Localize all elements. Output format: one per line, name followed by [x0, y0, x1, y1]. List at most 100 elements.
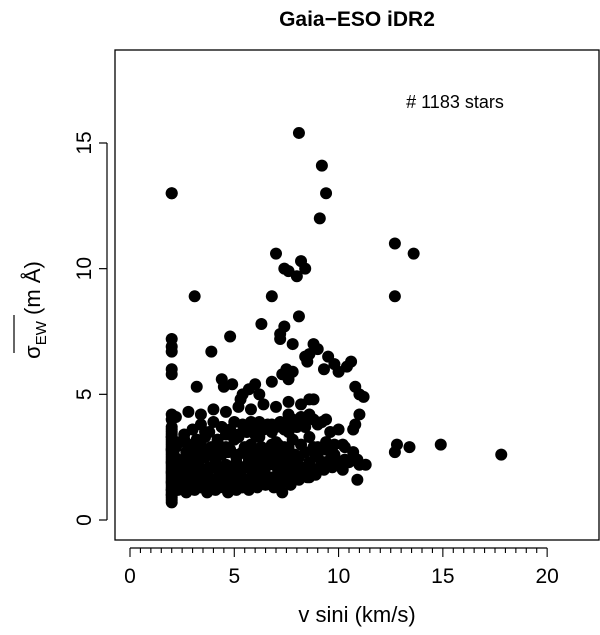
data-point [351, 473, 364, 486]
x-tick-label: 5 [228, 565, 240, 588]
data-point [178, 433, 191, 446]
data-point [299, 262, 312, 275]
data-point [165, 466, 178, 479]
data-point [165, 476, 178, 489]
data-point [403, 441, 416, 454]
data-point [303, 431, 316, 444]
data-point [236, 481, 249, 494]
data-point [244, 415, 257, 428]
y-axis: 0 5 10 15 [73, 131, 108, 526]
data-point [309, 448, 322, 461]
chart-title: Gaia−ESO iDR2 [279, 8, 435, 31]
data-point [263, 446, 276, 459]
data-points [165, 126, 508, 509]
data-point [165, 333, 178, 346]
data-point [292, 451, 305, 464]
data-point [249, 378, 262, 391]
data-point [247, 448, 260, 461]
y-axis-label-symbol: σ [20, 345, 45, 359]
y-axis-label-subscript: EW [33, 320, 50, 345]
plot-frame [114, 49, 600, 541]
data-point [188, 451, 201, 464]
data-point [307, 338, 320, 351]
data-point [219, 405, 232, 418]
data-point [313, 212, 326, 225]
svg-text:σEW (m Å): σEW (m Å) [20, 261, 50, 359]
x-tick-label: 15 [431, 565, 454, 588]
data-point [299, 421, 312, 434]
data-point [303, 471, 316, 484]
data-point [234, 393, 247, 406]
data-point [276, 486, 289, 499]
data-point [165, 431, 178, 444]
data-point [286, 338, 299, 351]
data-point [257, 398, 270, 411]
data-point [265, 418, 278, 431]
data-point [194, 408, 207, 421]
data-point [188, 290, 201, 303]
data-point [182, 405, 195, 418]
data-point [265, 375, 278, 388]
data-point [255, 317, 268, 330]
data-point [388, 446, 401, 459]
data-point [270, 247, 282, 260]
y-tick-label: 15 [73, 131, 96, 154]
y-axis-label: σEW (m Å) [20, 261, 50, 359]
data-point [190, 380, 203, 393]
data-point [184, 461, 197, 474]
data-point [165, 187, 178, 200]
data-point [207, 403, 220, 416]
y-tick-label: 5 [73, 388, 96, 400]
x-tick-label: 0 [124, 565, 136, 588]
data-point [194, 481, 207, 494]
data-point [336, 463, 349, 476]
data-point [347, 446, 360, 459]
data-point [211, 478, 224, 491]
data-point [226, 378, 239, 391]
data-point [324, 426, 337, 439]
y-tick-label: 10 [73, 257, 96, 280]
data-point [270, 476, 282, 489]
data-point [345, 355, 358, 368]
data-point [292, 310, 305, 323]
data-point [230, 451, 243, 464]
data-point [165, 443, 178, 456]
data-point [253, 478, 266, 491]
y-axis-label-unit: (m Å) [20, 261, 45, 321]
data-point [303, 393, 316, 406]
data-point [176, 473, 189, 486]
data-point [215, 421, 228, 434]
data-point [253, 388, 266, 401]
data-point [205, 448, 218, 461]
data-point [270, 400, 282, 413]
data-point [328, 438, 341, 451]
data-point [209, 458, 222, 471]
data-point [359, 458, 372, 471]
data-point [205, 345, 218, 358]
data-point [388, 237, 401, 250]
data-point [290, 270, 303, 283]
data-point [232, 428, 245, 441]
data-point [407, 247, 420, 260]
data-point [280, 443, 293, 456]
data-point [317, 363, 330, 376]
x-axis-label: v sini (km/s) [298, 602, 415, 627]
data-point [282, 426, 295, 439]
data-point [317, 456, 330, 469]
data-point [282, 408, 295, 421]
data-point [265, 290, 278, 303]
data-point [353, 408, 366, 421]
data-point [286, 473, 299, 486]
data-point [199, 426, 212, 439]
data-point [259, 461, 272, 474]
x-tick-label: 10 [327, 565, 350, 588]
data-point [224, 330, 237, 343]
data-point [278, 320, 291, 333]
star-count-annotation: # 1183 stars [406, 92, 504, 112]
data-point [169, 410, 182, 423]
data-point [495, 448, 508, 461]
data-point [434, 438, 447, 451]
data-point [295, 438, 308, 451]
data-point [286, 365, 299, 378]
